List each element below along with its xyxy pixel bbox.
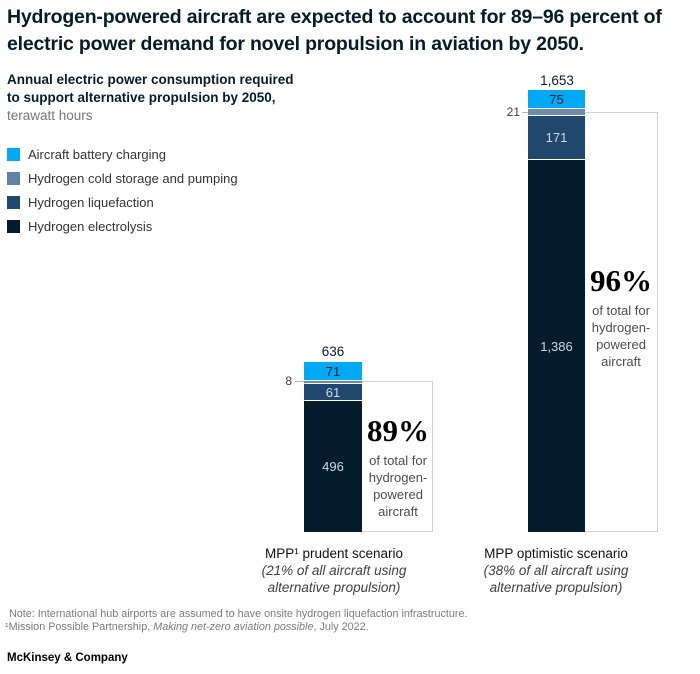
percent-caption-line: hydrogen-	[368, 470, 428, 485]
segment-electrolysis-optimistic: 1,386	[528, 160, 585, 532]
legend-label: Hydrogen cold storage and pumping	[28, 170, 238, 186]
footnote-source-title: Making net-zero aviation possible	[153, 621, 314, 633]
percent-caption-line: powered	[373, 487, 423, 502]
percent-caption-line: of total for	[592, 303, 650, 318]
segment-cold-storage-optimistic	[528, 109, 585, 115]
tick-label-cold-storage-optimistic: 21	[506, 105, 520, 119]
percent-caption-line: aircraft	[601, 354, 641, 369]
legend-item-cold-storage: Hydrogen cold storage and pumping	[7, 166, 238, 190]
segment-cold-storage-prudent	[304, 381, 362, 383]
footnote-source-prefix: ¹Mission Possible Partnership,	[5, 621, 154, 633]
category-subtitle: (38% of all aircraft using	[483, 563, 629, 578]
segment-electrolysis-prudent: 496	[304, 401, 362, 532]
footnote-source: ¹Mission Possible Partnership, Making ne…	[5, 621, 665, 634]
footnote: Note: International hub airports are ass…	[9, 608, 468, 620]
percent-annotation-prudent: 89% of total for hydrogen- powered aircr…	[356, 414, 440, 520]
chart-subtitle: Annual electric power consumption requir…	[7, 71, 297, 125]
legend-label: Aircraft battery charging	[28, 146, 167, 162]
category-subtitle: alternative propulsion)	[267, 580, 401, 595]
legend-swatch-battery-icon	[7, 147, 20, 161]
legend-label: Hydrogen electrolysis	[28, 218, 153, 234]
segment-battery-optimistic: 75	[528, 90, 585, 108]
chart-subtitle-unit: terawatt hours	[7, 108, 93, 123]
legend-item-electrolysis: Hydrogen electrolysis	[7, 214, 238, 238]
category-subtitle: alternative propulsion)	[489, 580, 623, 595]
percent-annotation-optimistic: 96% of total for hydrogen- powered aircr…	[579, 264, 663, 370]
percent-value: 89%	[367, 413, 429, 448]
category-subtitle: (21% of all aircraft using	[261, 563, 407, 578]
page-title: Hydrogen-powered aircraft are expected t…	[7, 6, 662, 55]
legend: Aircraft battery charging Hydrogen cold …	[7, 142, 238, 238]
bar-total-optimistic: 1,653	[540, 73, 574, 88]
percent-caption-line: of total for	[369, 453, 427, 468]
chart-subtitle-bold: Annual electric power consumption requir…	[7, 72, 294, 105]
category-title: MPP optimistic scenario	[484, 546, 628, 561]
leader-line	[295, 381, 304, 382]
segment-battery-prudent: 71	[304, 362, 362, 380]
bar-total-prudent: 636	[321, 344, 345, 359]
segment-liquefaction-optimistic: 171	[528, 116, 585, 159]
category-title: MPP¹ prudent scenario	[264, 546, 404, 561]
category-label-prudent: MPP¹ prudent scenario (21% of all aircra…	[254, 545, 414, 596]
legend-item-battery: Aircraft battery charging	[7, 142, 238, 166]
tick-label-cold-storage-prudent: 8	[285, 374, 292, 388]
percent-caption-line: hydrogen-	[591, 320, 651, 335]
leader-line	[522, 112, 528, 113]
legend-swatch-electrolysis-icon	[7, 219, 20, 233]
legend-swatch-liquefaction-icon	[7, 195, 20, 209]
percent-caption-line: aircraft	[378, 504, 418, 519]
footnote-source-suffix: , July 2022.	[313, 621, 369, 633]
percent-caption-line: powered	[596, 337, 646, 352]
legend-item-liquefaction: Hydrogen liquefaction	[7, 190, 238, 214]
category-label-optimistic: MPP optimistic scenario (38% of all airc…	[476, 545, 636, 596]
legend-label: Hydrogen liquefaction	[28, 194, 154, 210]
percent-value: 96%	[590, 263, 652, 298]
mckinsey-logo: McKinsey & Company	[7, 652, 128, 664]
segment-liquefaction-prudent: 61	[304, 384, 362, 400]
legend-swatch-cold-storage-icon	[7, 171, 20, 185]
